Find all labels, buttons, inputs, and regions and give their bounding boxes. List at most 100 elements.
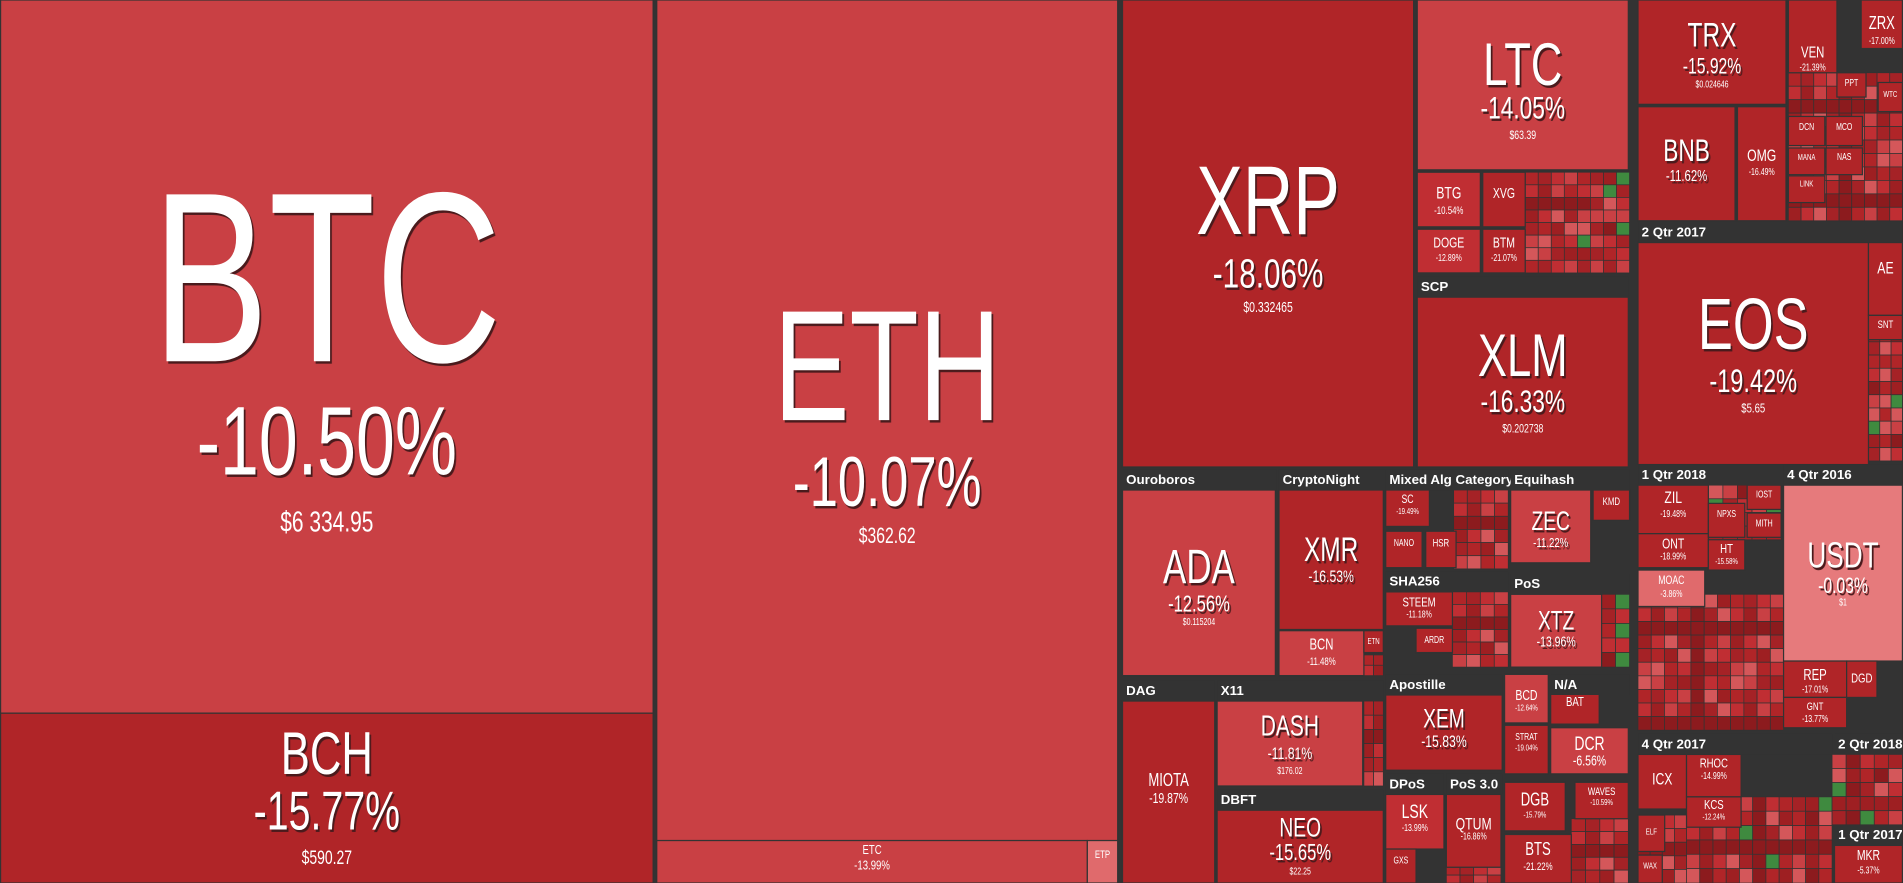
tile xyxy=(1574,781,1629,820)
mini-tile xyxy=(1743,716,1758,731)
tile xyxy=(1482,171,1526,228)
mini-tile xyxy=(1576,171,1591,186)
mini-tile xyxy=(1818,853,1833,870)
mini-tile xyxy=(1637,716,1652,731)
tile-label: AE xyxy=(1877,260,1893,278)
mini-tile xyxy=(1699,839,1714,855)
mini-tile xyxy=(1788,72,1802,87)
tile-label: WAVES-10.59% xyxy=(1588,786,1615,808)
mini-tile xyxy=(1524,184,1539,198)
mini-tile xyxy=(1570,818,1586,832)
mini-tile xyxy=(1792,796,1806,812)
group-header xyxy=(1638,464,1784,486)
mini-tile xyxy=(1690,607,1705,622)
mini-tile xyxy=(1725,839,1740,855)
mini-tile xyxy=(1725,868,1740,883)
group-label: 2 Qtr 2018 xyxy=(1838,736,1902,751)
mini-tile xyxy=(1756,634,1771,650)
tile xyxy=(1787,115,1826,147)
tile-symbol: MIOTA xyxy=(1148,771,1189,791)
mini-tile xyxy=(1756,702,1771,717)
tile xyxy=(1787,0,1838,74)
mini-tile xyxy=(1800,85,1815,101)
mini-tile xyxy=(1752,868,1767,883)
mini-tile xyxy=(1868,381,1881,396)
tile-label: BTS-21.22% xyxy=(1523,840,1553,873)
mini-tile xyxy=(1765,839,1780,855)
mini-tile xyxy=(1590,209,1604,223)
mini-tile xyxy=(1363,757,1374,773)
tile-label: SC-19.49% xyxy=(1396,493,1419,517)
mini-tile xyxy=(1730,621,1745,636)
mini-tile xyxy=(1373,714,1384,730)
tile xyxy=(1278,489,1384,631)
mini-tile xyxy=(1765,796,1780,812)
mini-tile xyxy=(1743,702,1758,717)
tile-symbol: IOST xyxy=(1756,488,1772,499)
mini-tile xyxy=(1585,856,1601,871)
mini-tile xyxy=(1603,234,1617,249)
mini-tile xyxy=(1851,206,1865,222)
group-label: DPoS xyxy=(1389,776,1425,791)
mini-tile xyxy=(1717,621,1731,636)
mini-tile xyxy=(1792,825,1806,841)
mini-tile xyxy=(1446,866,1461,876)
mini-tile xyxy=(1494,502,1509,517)
mini-tile xyxy=(1703,648,1718,663)
tile-price: $1 xyxy=(1839,596,1847,607)
mini-tile xyxy=(1570,856,1586,871)
tile-change: -15.77% xyxy=(254,781,400,842)
group-label: Ouroboros xyxy=(1126,472,1195,487)
mini-tile xyxy=(1373,743,1384,759)
group-header xyxy=(1550,674,1630,695)
mini-tile xyxy=(1616,259,1630,274)
tile-change: -10.59% xyxy=(1590,797,1613,807)
tile-symbol: DGD xyxy=(1851,671,1872,686)
group-header xyxy=(1510,573,1630,595)
mini-tile xyxy=(1868,434,1881,449)
mini-tile xyxy=(1452,641,1467,655)
tile-label: LINK xyxy=(1800,179,1814,189)
tile-symbol: BCH xyxy=(281,720,373,788)
mini-tile xyxy=(1890,354,1903,369)
mini-tile xyxy=(1778,810,1793,826)
group-label: SCP xyxy=(1421,279,1449,294)
tile xyxy=(656,839,1088,883)
mini-tile xyxy=(1615,593,1630,610)
tile-label: ZIL-19.48% xyxy=(1660,489,1686,519)
mini-tile xyxy=(1616,209,1630,223)
tile-symbol: ZRX xyxy=(1869,14,1896,34)
mini-tile xyxy=(1778,853,1793,870)
mini-tile xyxy=(1650,702,1665,717)
tile-label: MANA xyxy=(1798,152,1816,162)
mini-tile xyxy=(1563,209,1578,223)
group-label: N/A xyxy=(1554,677,1577,692)
mini-tile xyxy=(1818,839,1833,855)
mini-tile xyxy=(1570,844,1586,858)
mini-tile xyxy=(1650,607,1665,622)
tile-label: ZRX-17.00% xyxy=(1869,14,1896,46)
mini-tile xyxy=(1769,607,1784,622)
mini-tile xyxy=(1524,209,1539,223)
mini-tile xyxy=(1664,675,1679,690)
mini-tile xyxy=(1576,209,1591,223)
mini-tile xyxy=(1616,197,1630,211)
tile xyxy=(1787,175,1826,204)
tile-price: $362.62 xyxy=(859,525,916,549)
mini-tile xyxy=(1845,768,1861,783)
mini-tile xyxy=(1838,180,1853,195)
mini-tile xyxy=(1717,661,1731,677)
mini-tile xyxy=(1765,810,1780,826)
tile-price: $590.27 xyxy=(302,847,352,869)
mini-tile xyxy=(1494,555,1509,570)
mini-tile xyxy=(1859,782,1875,798)
mini-tile xyxy=(1725,853,1740,870)
mini-tile xyxy=(1601,652,1616,668)
mini-tile xyxy=(1887,796,1903,812)
tile-symbol: NPXS xyxy=(1717,508,1736,519)
mini-tile xyxy=(1664,689,1679,704)
tile-change: -19.04% xyxy=(1515,743,1538,753)
mini-tile xyxy=(1859,796,1875,812)
mini-tile xyxy=(1576,247,1591,261)
mini-tile xyxy=(1769,648,1784,663)
